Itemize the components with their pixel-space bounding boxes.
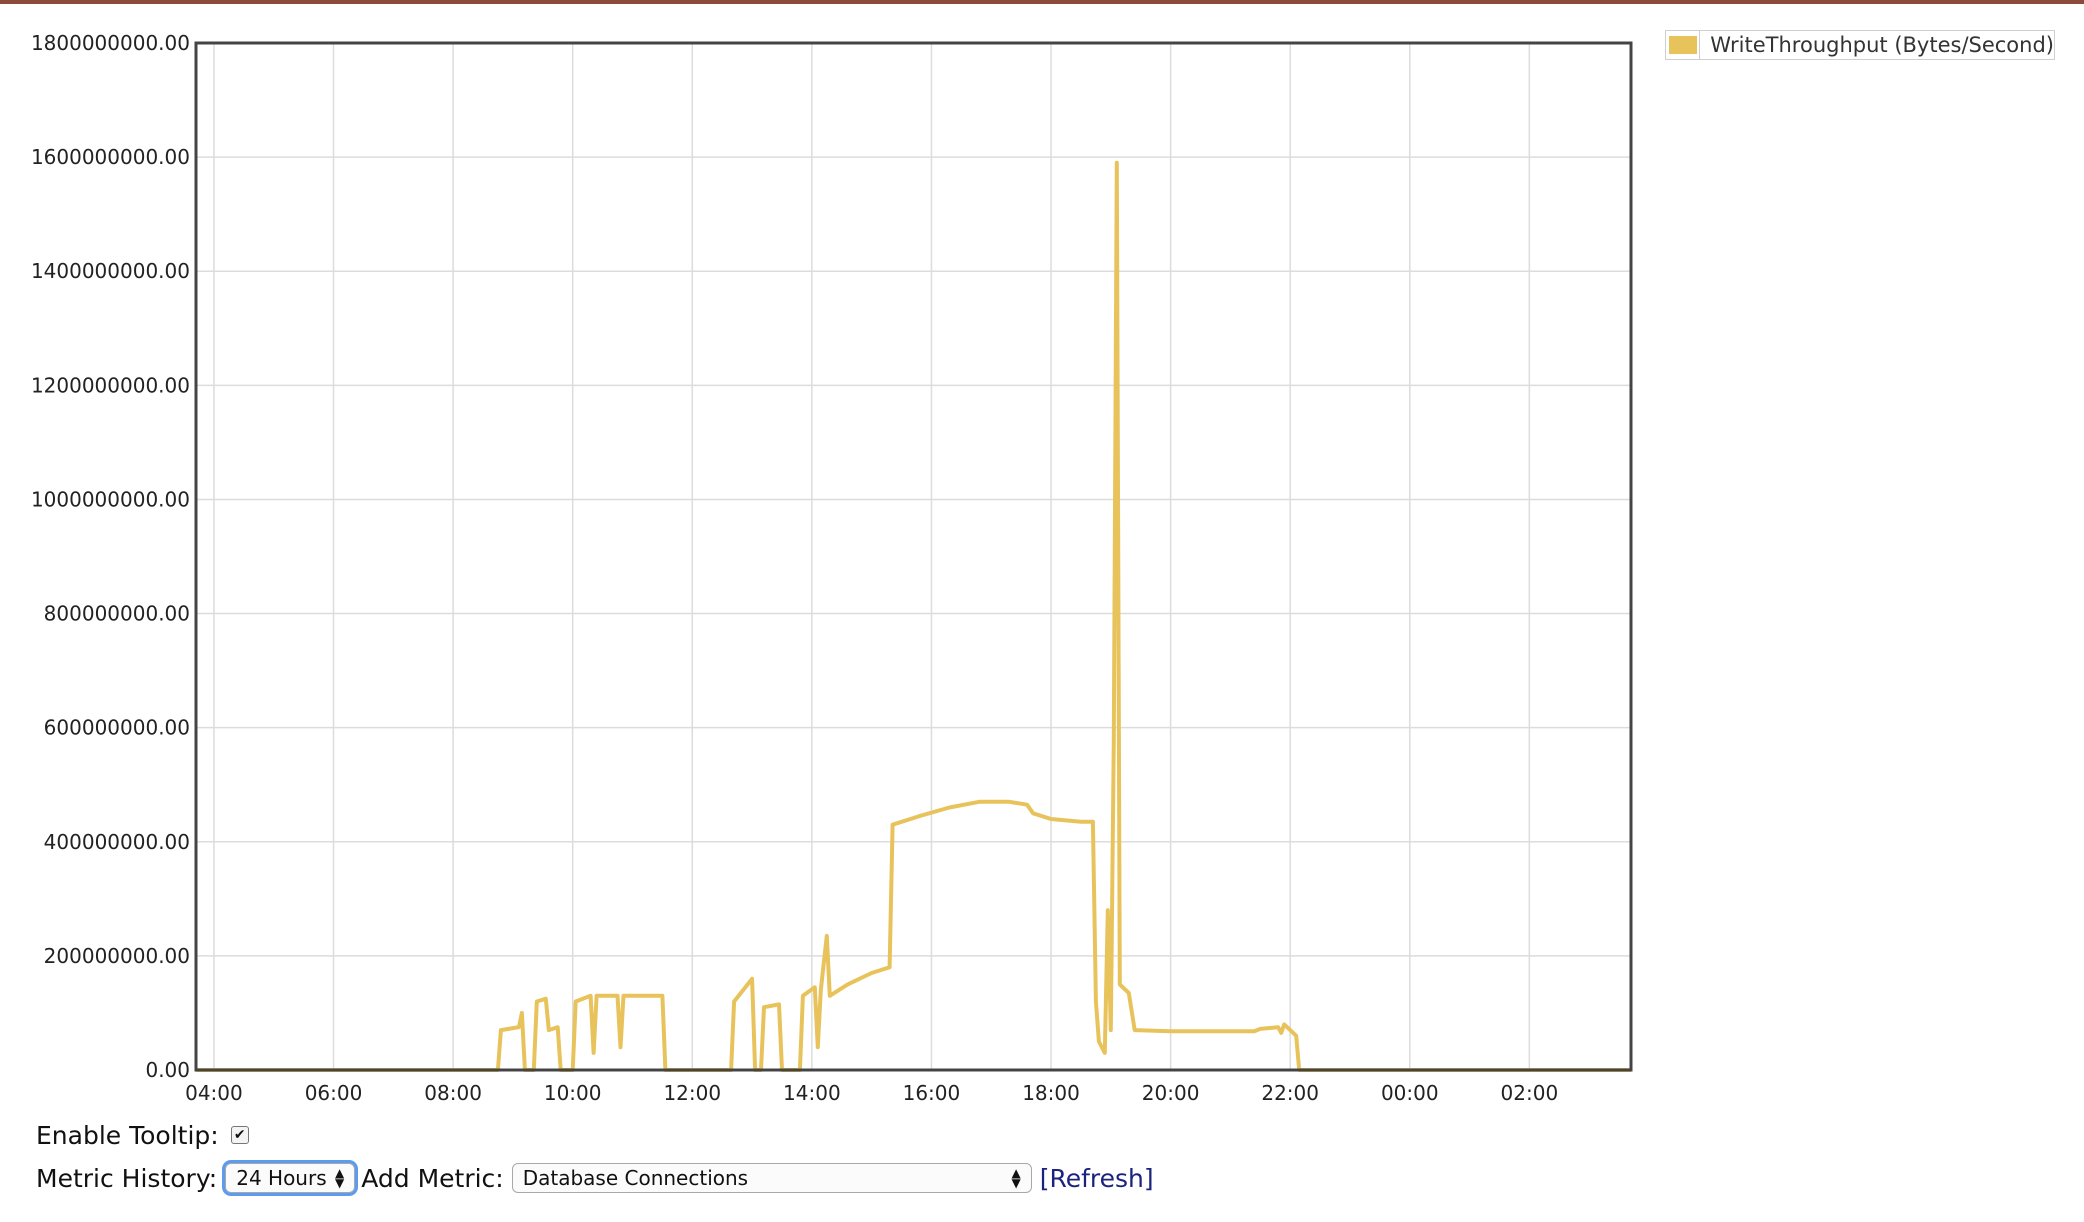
y-tick-label: 1200000000.00 — [31, 373, 190, 397]
x-axis-ticks: 04:00 06:00 08:00 10:00 12:00 14:00 16:00 18:00… — [185, 1081, 1558, 1105]
x-tick-label: 14:00 — [783, 1081, 841, 1105]
refresh-link[interactable]: [Refresh] — [1039, 1163, 1154, 1193]
y-tick-label: 600000000.00 — [44, 716, 190, 740]
enable-tooltip-checkbox[interactable]: ✔ — [230, 1126, 249, 1144]
legend: WriteThroughput (Bytes/Second) — [1665, 30, 2055, 60]
x-tick-label: 06:00 — [305, 1081, 363, 1105]
y-tick-label: 200000000.00 — [44, 944, 190, 968]
y-tick-label: 400000000.00 — [44, 830, 190, 854]
grid-layer — [196, 42, 1631, 1071]
top-accent-bar — [0, 0, 2084, 4]
series-layer — [196, 160, 1631, 1072]
add-metric-label: Add Metric: — [361, 1163, 504, 1193]
x-tick-label: 00:00 — [1381, 1081, 1439, 1105]
write-throughput-chart: 0.00 200000000.00 400000000.00 600000000.00… — [31, 31, 1633, 1105]
x-tick-label: 18:00 — [1022, 1081, 1080, 1105]
x-tick-label: 04:00 — [185, 1081, 243, 1105]
legend-label: WriteThroughput (Bytes/Second) — [1710, 33, 2054, 57]
x-tick-label: 22:00 — [1261, 1081, 1319, 1105]
legend-swatch — [1668, 36, 1697, 54]
add-metric-select[interactable]: Database Connections ▲ ▼ — [511, 1163, 1032, 1193]
x-tick-label: 12:00 — [663, 1081, 721, 1105]
metric-history-row: Metric History: 24 Hours ▲ ▼ Add Metric: … — [36, 1158, 1154, 1198]
checkmark-icon: ✔ — [233, 1127, 246, 1143]
tooltip-row: Enable Tooltip: ✔ — [36, 1118, 249, 1152]
y-tick-label: 1600000000.00 — [31, 145, 190, 169]
add-metric-value: Database Connections — [522, 1166, 749, 1190]
y-tick-label: 800000000.00 — [44, 602, 190, 626]
x-tick-label: 08:00 — [424, 1081, 482, 1105]
enable-tooltip-label: Enable Tooltip: — [36, 1120, 219, 1150]
metric-history-select[interactable]: 24 Hours ▲ ▼ — [225, 1163, 356, 1193]
x-tick-label: 10:00 — [544, 1081, 602, 1105]
select-arrows-icon: ▲ ▼ — [1011, 1166, 1021, 1190]
y-tick-label: 1400000000.00 — [31, 259, 190, 283]
x-tick-label: 02:00 — [1501, 1081, 1559, 1105]
series-line-write-throughput — [196, 160, 1631, 1072]
legend-swatch-box — [1666, 31, 1701, 59]
plot-frame — [194, 41, 1633, 1072]
y-tick-label: 0.00 — [145, 1058, 190, 1082]
x-tick-label: 20:00 — [1142, 1081, 1200, 1105]
y-tick-label: 1000000000.00 — [31, 487, 190, 511]
metric-history-label: Metric History: — [36, 1163, 218, 1193]
metric-history-value: 24 Hours — [236, 1166, 327, 1190]
select-arrows-icon: ▲ ▼ — [334, 1166, 345, 1190]
x-tick-label: 16:00 — [903, 1081, 961, 1105]
y-tick-label: 1800000000.00 — [31, 31, 190, 55]
y-axis-ticks: 0.00 200000000.00 400000000.00 600000000.00… — [31, 31, 190, 1082]
